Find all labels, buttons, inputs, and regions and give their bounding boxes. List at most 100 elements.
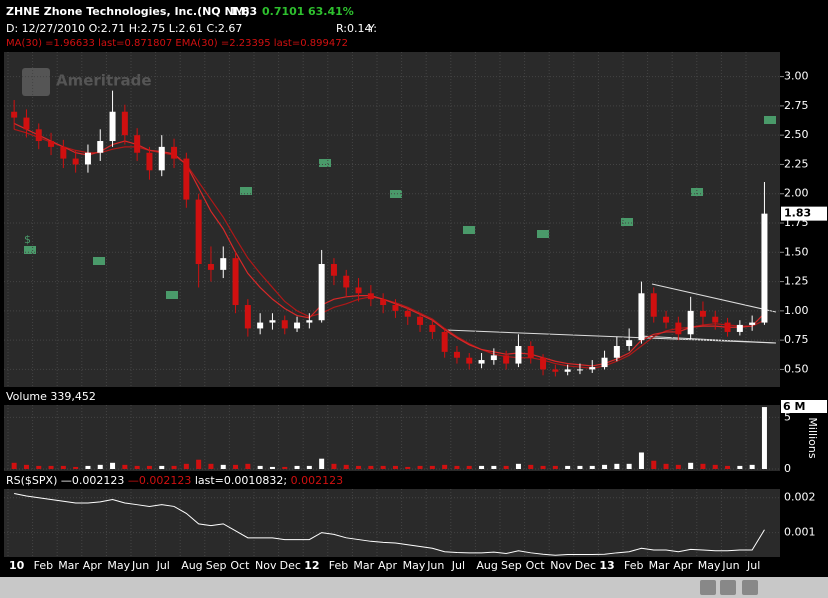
volume-bar bbox=[528, 464, 534, 469]
volume-bar bbox=[319, 458, 325, 469]
volume-bar bbox=[392, 465, 398, 469]
volume-bar bbox=[146, 465, 152, 469]
candle-body bbox=[232, 258, 239, 306]
candle-body bbox=[207, 264, 214, 270]
volume-bar bbox=[245, 463, 251, 469]
volume-bar bbox=[171, 465, 177, 469]
x-tick-label: Jun bbox=[426, 559, 444, 572]
volume-label-bg bbox=[781, 400, 827, 413]
y-tick-label: 0.001 bbox=[784, 526, 816, 539]
x-tick-label: May bbox=[107, 559, 130, 572]
candle-body bbox=[171, 146, 178, 159]
x-tick-label: 13 bbox=[599, 559, 614, 572]
x-tick-label: May bbox=[698, 559, 721, 572]
x-tick-label: Apr bbox=[378, 559, 398, 572]
x-tick-label: Apr bbox=[673, 559, 693, 572]
candle-body bbox=[564, 369, 571, 372]
event-icon bbox=[24, 246, 36, 254]
candle-body bbox=[724, 322, 731, 332]
candle-body bbox=[367, 293, 374, 300]
zoom-out-button[interactable] bbox=[742, 580, 758, 595]
candle-body bbox=[626, 340, 633, 347]
volume-bar bbox=[331, 463, 337, 469]
y-tick-label: 2.50 bbox=[784, 128, 809, 141]
event-icon bbox=[463, 226, 475, 234]
event-icon bbox=[621, 218, 633, 226]
volume-label: Volume 339,452 bbox=[6, 390, 96, 403]
candle-body bbox=[109, 111, 116, 142]
volume-bar bbox=[110, 462, 116, 469]
volume-bar bbox=[577, 465, 583, 469]
candle-body bbox=[72, 158, 79, 165]
volume-panel bbox=[4, 405, 780, 471]
candle-body bbox=[392, 305, 399, 311]
volume-bar bbox=[712, 464, 718, 469]
candle-body bbox=[429, 324, 436, 332]
volume-bar bbox=[688, 462, 694, 469]
y-info: Y: bbox=[367, 22, 377, 35]
candle-body bbox=[244, 305, 251, 329]
x-tick-label: Sep bbox=[206, 559, 227, 572]
rs-label-last: last=0.0010832; bbox=[195, 474, 287, 487]
candle-body bbox=[699, 310, 706, 317]
candle-body bbox=[601, 357, 608, 368]
volume-bar bbox=[503, 465, 509, 469]
candle-body bbox=[84, 152, 91, 165]
volume-bar bbox=[306, 465, 312, 469]
candle-body bbox=[158, 146, 165, 171]
trend-line bbox=[651, 283, 777, 313]
zoom-button[interactable] bbox=[700, 580, 716, 595]
candle-body bbox=[576, 369, 583, 371]
x-tick-label: Sep bbox=[501, 559, 522, 572]
candle-body bbox=[195, 199, 202, 265]
range-info: R:0.14 bbox=[336, 22, 372, 35]
x-tick-label: Jul bbox=[746, 559, 760, 572]
volume-bar bbox=[638, 452, 644, 469]
x-tick-label: Nov bbox=[255, 559, 277, 572]
volume-bar bbox=[626, 463, 632, 469]
candle-body bbox=[60, 146, 67, 159]
volume-bar bbox=[491, 465, 497, 469]
candle-body bbox=[306, 320, 313, 323]
x-tick-label: May bbox=[403, 559, 426, 572]
candle-body bbox=[183, 158, 190, 200]
y-tick-label: 1.50 bbox=[784, 245, 809, 258]
rs-panel bbox=[4, 489, 780, 557]
volume-bar bbox=[159, 465, 165, 469]
candle-body bbox=[11, 111, 18, 118]
candle-body bbox=[281, 320, 288, 329]
last-price: 1.83 bbox=[230, 5, 257, 18]
volume-bar bbox=[442, 464, 448, 469]
candle-body bbox=[761, 213, 768, 323]
event-icon: $ bbox=[24, 233, 31, 246]
volume-bar bbox=[417, 465, 423, 469]
candle-body bbox=[134, 135, 141, 153]
candle-body bbox=[146, 152, 153, 171]
volume-bar bbox=[196, 459, 202, 469]
volume-bar bbox=[565, 465, 571, 469]
candle-body bbox=[343, 275, 350, 288]
candle-body bbox=[257, 322, 264, 329]
event-icon bbox=[93, 257, 105, 265]
toolbar bbox=[0, 577, 828, 598]
candle-body bbox=[417, 316, 424, 325]
volume-bar bbox=[405, 466, 411, 469]
volume-axis-label: Millions bbox=[806, 417, 819, 458]
candle-body bbox=[613, 346, 620, 358]
candle-body bbox=[121, 111, 128, 136]
volume-bar bbox=[48, 465, 54, 469]
zoom-in-button[interactable] bbox=[720, 580, 736, 595]
x-tick-label: Jun bbox=[721, 559, 739, 572]
x-tick-label: Jun bbox=[131, 559, 149, 572]
candle-body bbox=[330, 264, 337, 276]
volume-bar bbox=[651, 460, 657, 469]
volume-bar bbox=[343, 464, 349, 469]
candle-body bbox=[441, 331, 448, 352]
volume-bar bbox=[466, 465, 472, 469]
last-price-bg bbox=[781, 206, 827, 221]
x-tick-label: Oct bbox=[230, 559, 250, 572]
price-panel bbox=[4, 52, 780, 387]
volume-bar bbox=[134, 465, 140, 469]
